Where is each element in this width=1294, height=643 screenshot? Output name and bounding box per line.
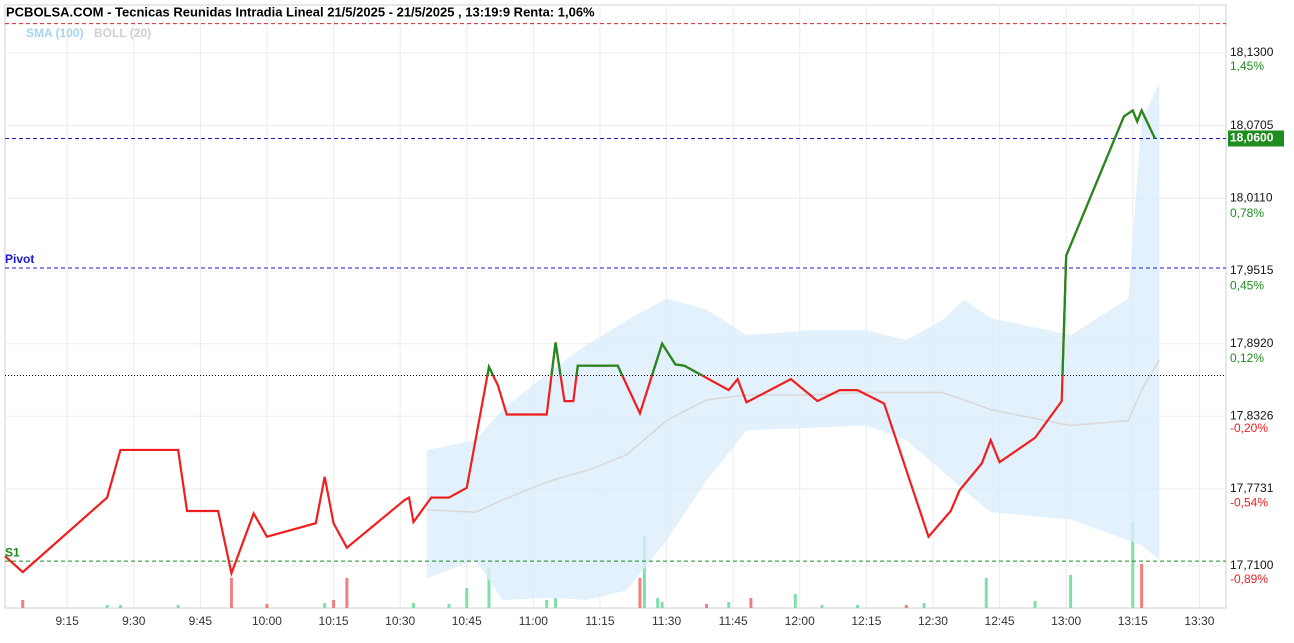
y2-tick-label: -0,20% xyxy=(1230,421,1268,435)
x-tick-label: 11:15 xyxy=(585,614,614,628)
legend-sma: SMA (100) xyxy=(26,26,84,40)
y-tick-label: 18,0110 xyxy=(1230,191,1273,205)
x-tick-label: 11:00 xyxy=(519,614,548,628)
volume-bar xyxy=(447,603,451,608)
volume-bar xyxy=(855,604,859,608)
volume-bar xyxy=(1131,521,1135,608)
y-tick-label: 17,7731 xyxy=(1230,481,1274,495)
volume-bar xyxy=(265,603,269,608)
volume-bar xyxy=(922,602,926,608)
volume-bar xyxy=(176,604,180,608)
volume-bar xyxy=(332,599,336,608)
volume-bar xyxy=(705,603,709,608)
volume-bar xyxy=(465,587,469,608)
y2-tick-label: 0,12% xyxy=(1230,351,1264,365)
x-tick-label: 9:15 xyxy=(55,614,79,628)
price-line-up xyxy=(486,107,1156,376)
volume-bar xyxy=(554,597,558,608)
x-tick-label: 13:30 xyxy=(1184,614,1214,628)
volume-bar xyxy=(656,597,660,608)
current-label: 18,0600 xyxy=(1230,131,1274,145)
legend-boll: BOLL (20) xyxy=(94,26,151,40)
chart-title: PCBOLSA.COM - Tecnicas Reunidas Intradia… xyxy=(6,4,595,19)
x-tick-label: 12:15 xyxy=(851,614,881,628)
y2-tick-label: 0,45% xyxy=(1230,278,1264,292)
volume-bar xyxy=(105,604,109,608)
volume-bar xyxy=(820,604,824,608)
x-tick-label: 10:45 xyxy=(452,614,482,628)
volume-bar xyxy=(660,601,664,608)
volume-bar xyxy=(749,597,753,608)
x-tick-label: 10:00 xyxy=(252,614,282,628)
y-tick-label: 17,9515 xyxy=(1230,263,1274,277)
y-tick-label: 17,8326 xyxy=(1230,408,1274,422)
y2-tick-label: -0,89% xyxy=(1230,572,1268,586)
x-tick-label: 13:00 xyxy=(1051,614,1081,628)
x-tick-label: 12:45 xyxy=(985,614,1015,628)
y2-tick-label: 0,78% xyxy=(1230,206,1264,220)
y-tick-label: 18,1300 xyxy=(1230,45,1274,59)
volume-bar xyxy=(21,599,25,608)
x-tick-label: 9:30 xyxy=(122,614,146,628)
volume-bar xyxy=(229,577,233,608)
volume-bar xyxy=(793,593,797,608)
x-tick-label: 11:45 xyxy=(719,614,748,628)
level-label: Pivot xyxy=(5,252,34,266)
x-tick-label: 12:30 xyxy=(918,614,948,628)
volume-bar xyxy=(411,602,415,608)
x-tick-label: 10:30 xyxy=(385,614,415,628)
volume-bar xyxy=(118,604,122,608)
volume-bar xyxy=(904,604,908,608)
volume-bar xyxy=(487,567,491,608)
y-tick-label: 17,7100 xyxy=(1230,558,1274,572)
y-tick-label: 18,0705 xyxy=(1230,118,1274,132)
x-tick-label: 12:00 xyxy=(785,614,815,628)
x-tick-label: 13:15 xyxy=(1118,614,1148,628)
volume-bar xyxy=(638,577,642,608)
volume-bar xyxy=(345,577,349,608)
y2-tick-label: -0,54% xyxy=(1230,495,1268,509)
y2-tick-label: 1,45% xyxy=(1230,59,1264,73)
volume-bar xyxy=(1140,563,1144,608)
volume-bar xyxy=(727,601,731,608)
x-tick-label: 11:30 xyxy=(652,614,681,628)
x-tick-label: 9:45 xyxy=(189,614,213,628)
current-label-box xyxy=(1228,130,1284,147)
volume-bar xyxy=(642,535,646,608)
y-tick-label: 17,8920 xyxy=(1230,336,1274,350)
volume-bar xyxy=(984,577,988,608)
x-tick-label: 10:15 xyxy=(319,614,349,628)
volume-bar xyxy=(1069,574,1073,608)
volume-bar xyxy=(1033,600,1037,608)
volume-bar xyxy=(545,599,549,608)
volume-bar xyxy=(323,602,327,608)
level-label: S1 xyxy=(5,545,20,559)
